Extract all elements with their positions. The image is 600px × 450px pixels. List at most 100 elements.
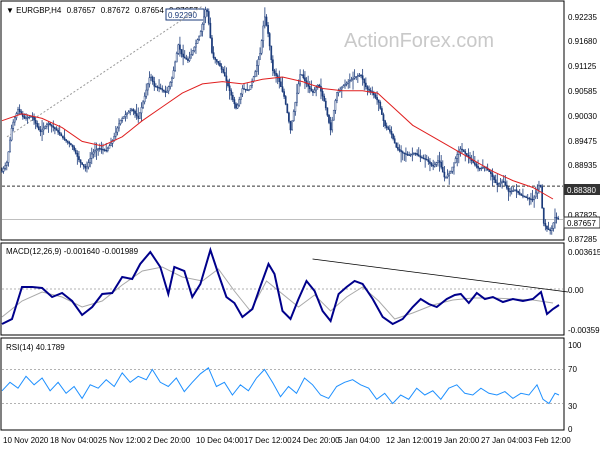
candle-body xyxy=(158,87,160,89)
candle-body xyxy=(137,115,140,119)
candle-body xyxy=(103,149,106,151)
candle-body xyxy=(108,145,111,149)
candle-body xyxy=(84,166,87,169)
candle-body xyxy=(534,192,537,198)
candle-body xyxy=(536,188,539,194)
candle-body xyxy=(307,83,309,87)
candle-body xyxy=(254,71,257,78)
candle-body xyxy=(440,162,443,168)
candle-body xyxy=(414,153,417,155)
candle-body xyxy=(119,120,122,125)
candle-body xyxy=(411,153,414,155)
candle-body xyxy=(257,59,260,66)
candle-body xyxy=(265,16,268,26)
candle-body xyxy=(345,82,348,85)
candle-body xyxy=(360,74,362,77)
candle-body xyxy=(321,91,324,97)
candle-body xyxy=(334,100,337,111)
candle-body xyxy=(276,75,279,79)
rsi-y-tick: 70 xyxy=(568,365,577,374)
candle-body xyxy=(299,74,301,85)
candle-body xyxy=(364,82,367,87)
candle-body xyxy=(236,104,239,109)
candle-body xyxy=(124,114,127,117)
candle-body xyxy=(251,80,253,86)
candle-body xyxy=(373,92,375,96)
price-y-axis: 0.92235 0.91680 0.91125 0.90585 0.90030 … xyxy=(568,13,597,244)
candle-body xyxy=(207,11,210,24)
candle-body xyxy=(161,88,164,91)
candle-body xyxy=(292,111,295,121)
candle-body xyxy=(539,184,542,188)
moving-average-line xyxy=(1,76,554,200)
candle-body xyxy=(228,85,231,91)
candle-body xyxy=(65,139,67,142)
candle-body xyxy=(47,123,50,125)
candle-body xyxy=(238,99,241,106)
candle-body xyxy=(126,112,128,115)
candle-body xyxy=(42,127,45,131)
candle-body xyxy=(28,116,31,118)
candle-body xyxy=(199,31,202,37)
candle-body xyxy=(44,126,47,129)
candle-body xyxy=(203,16,205,25)
candle-body xyxy=(544,223,547,227)
candle-body xyxy=(196,39,199,44)
candle-body xyxy=(308,86,311,90)
candle-body xyxy=(403,152,406,154)
candle-body xyxy=(5,162,8,166)
candle-body xyxy=(50,124,53,127)
candle-body xyxy=(247,89,250,91)
hline-label: 0.88380 xyxy=(567,186,596,195)
x-tick: 27 Jan 04:00 xyxy=(481,436,528,445)
candle-body xyxy=(490,171,492,174)
candle-body xyxy=(374,94,377,98)
candle-body xyxy=(267,24,269,34)
candle-body xyxy=(554,217,556,224)
candle-body xyxy=(392,134,394,139)
macd-y-tick: 0.003615 xyxy=(568,248,600,257)
last-price-label: 0.87657 xyxy=(567,219,596,228)
candle-body xyxy=(94,150,96,153)
candle-body xyxy=(300,74,303,76)
candle-body xyxy=(102,149,104,151)
candle-body xyxy=(507,187,510,192)
candle-body xyxy=(449,171,452,174)
candle-body xyxy=(443,171,446,178)
candle-body xyxy=(174,61,176,71)
candle-body xyxy=(312,91,314,93)
candle-body xyxy=(260,40,263,54)
candle-body xyxy=(49,123,51,126)
candle-body xyxy=(502,180,505,183)
candle-body xyxy=(215,59,218,62)
candle-body xyxy=(520,193,523,196)
candle-body xyxy=(201,23,204,32)
candle-body xyxy=(25,117,27,119)
candle-body xyxy=(555,217,558,219)
price-y-tick: 0.91125 xyxy=(568,62,597,71)
candle-body xyxy=(92,151,95,155)
candle-body xyxy=(432,165,435,167)
candle-body xyxy=(462,149,465,152)
candle-body xyxy=(531,199,534,201)
candle-body xyxy=(499,182,502,184)
candle-body xyxy=(188,57,191,61)
candle-body xyxy=(441,166,444,173)
candle-body xyxy=(522,195,524,197)
candle-body xyxy=(517,190,519,193)
candle-body xyxy=(89,158,92,163)
candle-body xyxy=(280,81,282,87)
candle-body xyxy=(389,129,391,132)
candle-body xyxy=(105,149,108,152)
candle-body xyxy=(413,153,415,155)
candle-body xyxy=(437,160,439,163)
candle-body xyxy=(81,162,83,165)
candle-body xyxy=(134,110,136,114)
price-y-tick: 0.87285 xyxy=(568,235,597,244)
candle-body xyxy=(145,89,148,97)
candle-body xyxy=(473,162,476,165)
candle-body xyxy=(401,151,404,154)
rsi-y-tick: 30 xyxy=(568,402,577,411)
candle-body xyxy=(46,124,48,127)
candle-body xyxy=(2,168,5,172)
